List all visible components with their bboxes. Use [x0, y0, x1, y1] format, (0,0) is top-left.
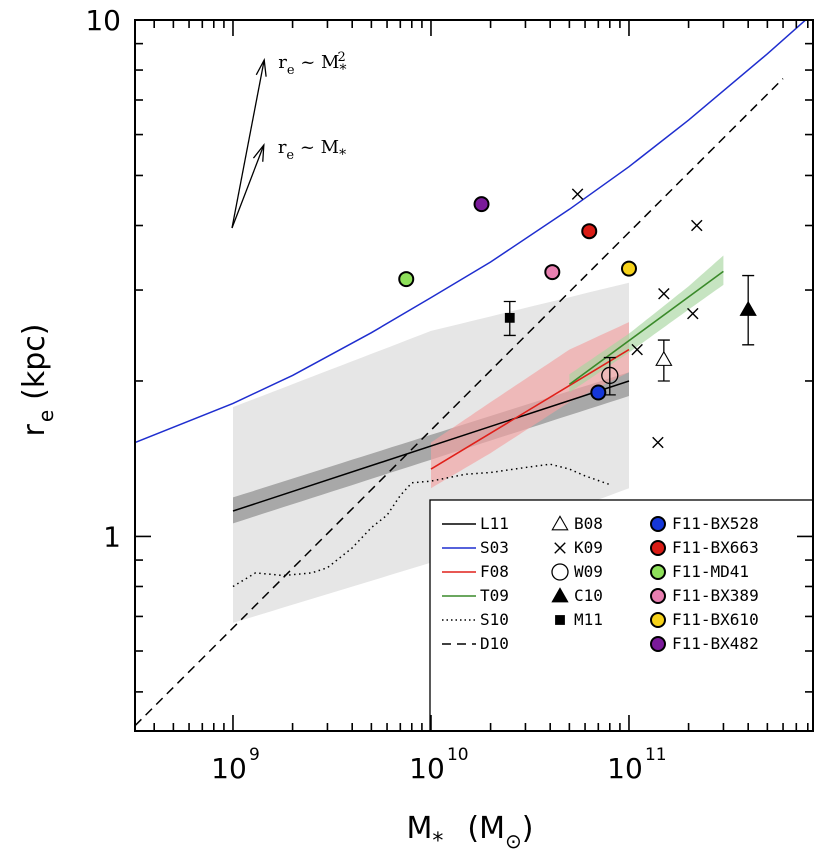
arrow-slope-2 — [231, 57, 267, 229]
legend-d10-label: D10 — [480, 634, 509, 653]
point-f11-bx610 — [620, 260, 637, 277]
legend-f11-bx610-symbol — [650, 612, 666, 628]
legend-c10-label: C10 — [574, 586, 603, 605]
x-axis-label: M* (M⊙) — [407, 811, 534, 854]
legend-f11-bx610-label: F11-BX610 — [672, 610, 759, 629]
legend-f11-bx528-symbol — [650, 516, 666, 532]
legend-f11-bx482-label: F11-BX482 — [672, 634, 759, 653]
legend-box — [429, 499, 814, 732]
legend-t09-label: T09 — [480, 586, 509, 605]
point-w09 — [601, 366, 619, 385]
legend-l11-label: L11 — [480, 514, 509, 533]
x-tick-exponent-9: 9 — [249, 745, 260, 765]
point-m11 — [504, 312, 515, 323]
plot-frame — [134, 19, 814, 732]
arrow-slope-1-head — [252, 142, 265, 162]
series-line-d10 — [135, 78, 784, 727]
legend-w09-symbol — [551, 563, 569, 581]
legend-f11-bx663-symbol — [650, 540, 666, 556]
y-tick-label-10: 10 — [85, 4, 121, 37]
point-k09-1 — [631, 343, 643, 356]
y-tick-label-1: 1 — [103, 520, 121, 553]
legend-c10-symbol — [551, 587, 569, 603]
legend-s03-label: S03 — [480, 538, 509, 557]
x-tick-exponent-10: 10 — [447, 745, 469, 765]
legend-f11-bx482-symbol — [650, 636, 666, 652]
y-axis-label: re(kpc) — [17, 324, 58, 437]
legend-s10-label: S10 — [480, 610, 509, 629]
legend-f08-label: F08 — [480, 562, 509, 581]
x-tick-exponent-11: 11 — [645, 745, 667, 765]
arrow-slope-1 — [231, 142, 265, 229]
legend: L11 S03 F08 T09 S10 D10 B08 K09 W09 C10 M11 F11-BX5… — [429, 499, 814, 732]
legend-f11-bx528-label: F11-BX528 — [672, 514, 759, 533]
annotation-slope-2: re ~ M*2 — [278, 50, 346, 78]
band-f08-band — [431, 322, 629, 489]
point-k09-2 — [658, 288, 670, 300]
annotation-layer: re ~ M*2 re ~ M* — [231, 50, 346, 229]
legend-f11-md41-label: F11-MD41 — [672, 562, 749, 581]
series-line-f08 — [430, 348, 630, 470]
legend-m11-label: M11 — [574, 610, 603, 629]
band-t09-band — [569, 255, 724, 393]
legend-f11-bx389-symbol — [650, 588, 666, 604]
arrow-slope-2-shaft — [231, 59, 265, 229]
point-b08 — [655, 350, 673, 366]
annotation-slope-1: re ~ M* — [278, 137, 346, 163]
points-layer — [398, 188, 757, 449]
point-f11-md41 — [398, 271, 415, 288]
point-k09-4 — [691, 219, 703, 232]
axis-labels: M* (M⊙) re(kpc) — [17, 324, 533, 854]
point-f11-bx528 — [590, 384, 607, 401]
legend-f11-bx389-label: F11-BX389 — [672, 586, 759, 605]
x-tick-label-10: 10 — [409, 752, 445, 785]
point-f11-bx482 — [473, 196, 490, 213]
legend-k09-symbol — [554, 542, 566, 554]
legend-f11-md41-symbol — [650, 564, 666, 580]
x-tick-label-11: 10 — [607, 752, 643, 785]
bands-layer — [233, 255, 724, 623]
point-c10 — [739, 300, 757, 316]
legend-f11-bx663-label: F11-BX663 — [672, 538, 759, 557]
series-layer — [135, 20, 807, 727]
series-line-s10 — [232, 463, 611, 588]
series-line-l11 — [232, 380, 630, 512]
arrow-slope-1-shaft — [231, 144, 265, 229]
point-k09-0 — [571, 188, 584, 200]
legend-k09-label: K09 — [574, 538, 603, 557]
legend-b08-label: B08 — [574, 514, 603, 533]
point-k09-5 — [687, 307, 699, 320]
series-line-s03 — [135, 20, 807, 444]
legend-m11-symbol — [555, 615, 565, 625]
point-f11-bx389 — [544, 264, 561, 281]
point-f11-bx663 — [581, 223, 598, 240]
legend-b08-symbol — [551, 515, 569, 531]
series-line-t09 — [568, 270, 724, 386]
x-tick-label-9: 10 — [211, 752, 247, 785]
legend-w09-label: W09 — [574, 562, 603, 581]
arrow-slope-2-head — [255, 57, 267, 77]
point-k09-3 — [652, 436, 664, 449]
